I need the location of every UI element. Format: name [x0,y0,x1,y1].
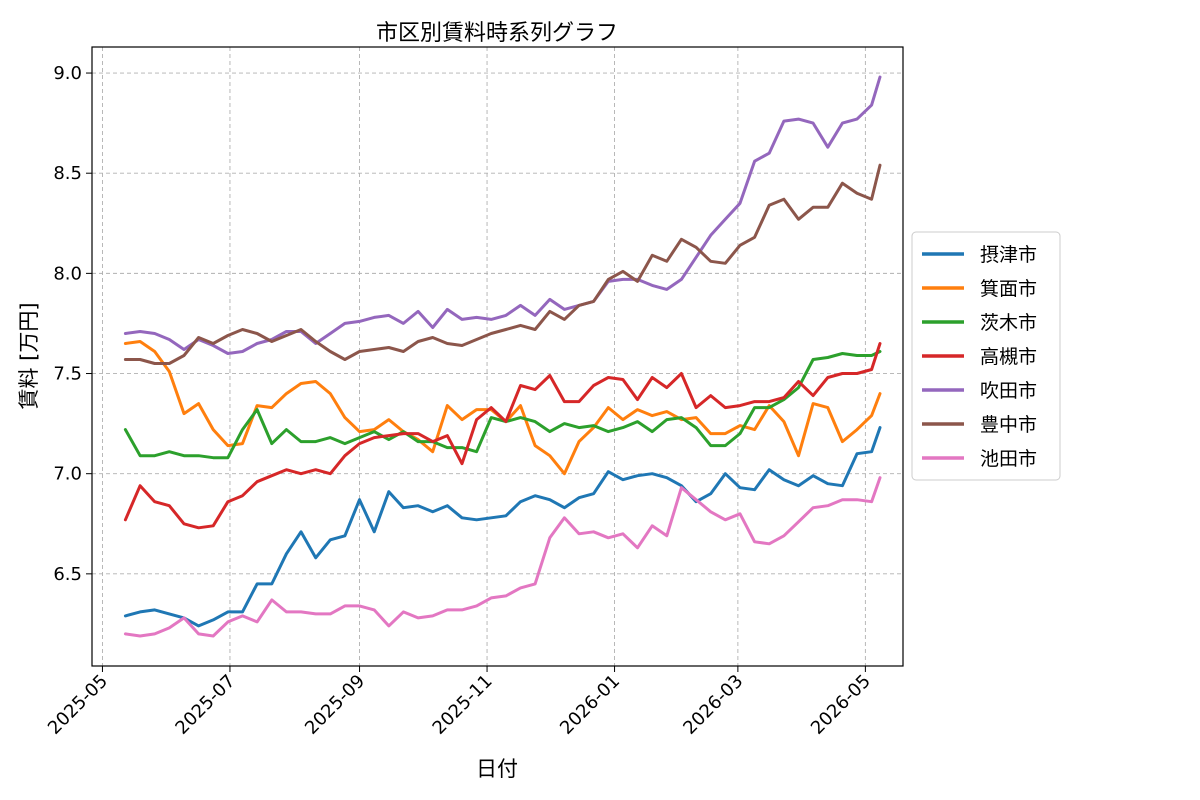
legend-label: 茨木市 [980,312,1037,334]
chart-title: 市区別賃料時系列グラフ [376,21,618,46]
y-tick-label: 8.5 [53,163,82,184]
legend-box [911,231,1061,481]
legend-label: 摂津市 [980,244,1037,266]
y-tick-label: 6.5 [53,564,82,585]
legend-label: 池田市 [980,448,1037,470]
series-line [123,163,882,365]
series-line [123,476,882,638]
series-line [123,75,882,355]
series-line [123,342,882,530]
legend-label: 箕面市 [980,278,1037,300]
plot-area-border [91,46,904,667]
x-axis-title: 日付 [476,757,518,781]
y-tick-label: 8.0 [53,263,82,284]
series-lines [123,75,882,638]
y-tick-label: 7.5 [53,364,82,385]
y-tick-label: 7.0 [53,464,82,485]
y-axis-title: 賃料 [万円] [17,302,41,409]
series-line [123,426,882,628]
y-axis: 6.5 7.0 7.5 8.0 8.5 9.0 [53,63,92,585]
legend-label: 高槻市 [980,346,1037,368]
legend-label: 吹田市 [980,380,1037,402]
legend-label: 豊中市 [980,414,1037,436]
y-tick-label: 9.0 [53,63,82,84]
